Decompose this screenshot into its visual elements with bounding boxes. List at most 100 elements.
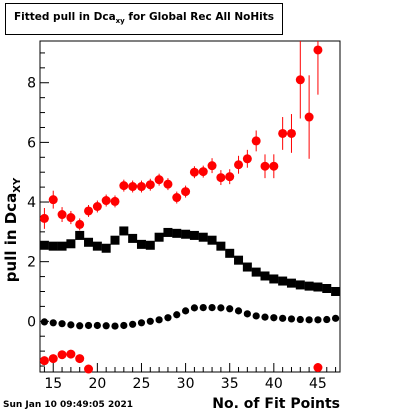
data-point-circle [93,321,101,330]
data-point-circle [119,181,129,191]
data-point-circle [296,315,304,324]
data-point-square [119,226,129,236]
data-point-square [207,235,217,245]
data-point-circle [208,303,216,312]
data-point-square [225,248,235,258]
data-point-circle [49,319,57,327]
data-point-circle [314,316,322,324]
data-point-circle [163,179,173,189]
data-point-circle [102,322,110,330]
data-point-circle [66,213,76,223]
data-point-circle [128,182,138,192]
data-point-circle [295,75,305,85]
data-point-square [128,233,138,243]
x-tick-label: 40 [265,376,283,392]
data-point-circle [198,167,208,177]
data-point-circle [304,112,314,122]
data-point-circle [279,314,287,322]
data-point-circle [172,193,182,203]
data-point-circle [66,349,76,359]
data-point-circle [129,320,137,328]
y-tick-label: 6 [27,135,36,151]
data-point-square [57,241,67,251]
y-tick-label: 0 [27,314,36,330]
x-axis-label: No. of Fit Points [212,396,340,412]
data-point-square [110,235,120,245]
x-tick-label: 20 [88,376,106,392]
data-point-square [234,255,244,265]
data-point-circle [84,321,93,330]
data-point-circle [251,136,261,146]
data-point-square [163,227,173,237]
data-point-square [322,284,332,294]
data-point-circle [48,354,58,364]
data-point-circle [243,310,251,318]
data-point-circle [270,314,278,322]
data-point-square [39,240,49,250]
data-point-circle [145,180,155,190]
data-point-circle [155,316,163,324]
data-point-square [181,229,191,239]
y-tick-label: 2 [27,255,36,271]
data-point-circle [92,202,102,211]
data-point-square [84,237,94,247]
data-point-circle [181,187,191,197]
data-point-square [242,262,252,272]
title-box: Fitted pull in Dcaxy for Global Rec All … [5,3,283,35]
data-point-circle [111,322,119,330]
data-point-circle [313,45,323,55]
data-point-square [198,232,208,242]
data-point-circle [84,206,94,216]
data-point-circle [252,312,260,320]
data-point-square [278,276,288,286]
data-point-square [189,230,199,240]
data-point-circle [75,219,85,229]
data-point-square [269,274,279,284]
data-point-circle [234,307,243,315]
data-point-square [313,282,323,292]
data-point-circle [260,161,270,171]
data-point-circle [305,316,313,324]
data-point-square [136,239,146,249]
data-point-circle [58,320,66,328]
data-point-square [92,241,102,251]
x-tick-label: 15 [44,376,62,392]
data-point-circle [57,350,67,360]
data-point-circle [323,315,331,324]
data-point-circle [207,161,217,171]
data-point-circle [286,128,296,138]
x-tick-label: 25 [133,376,151,392]
data-point-circle [217,304,225,312]
data-point-square [216,241,226,251]
data-point-circle [216,173,226,183]
chart-title: Fitted pull in Dcaxy for Global Rec All … [13,11,275,26]
data-point-circle [67,321,75,329]
data-point-square [145,240,155,250]
data-point-square [331,286,341,296]
x-tick-label: 30 [177,376,195,392]
data-point-circle [173,311,181,319]
x-tick-label: 35 [221,376,239,392]
data-point-circle [164,314,172,322]
data-point-circle [136,182,146,192]
data-point-circle [39,213,49,223]
data-point-circle [278,128,288,138]
data-point-square [295,280,305,290]
data-point-circle [242,154,252,164]
timestamp: Sun Jan 10 09:49:05 2021 [3,400,134,410]
data-point-circle [76,322,84,330]
data-point-circle [101,196,111,206]
data-point-square [172,228,182,238]
data-point-circle [75,354,85,364]
data-point-square [66,239,76,249]
data-point-square [286,278,296,288]
data-point-circle [120,321,128,330]
data-point-circle [234,160,244,170]
data-point-circle [199,303,207,312]
data-point-circle [287,315,296,323]
data-point-circle [261,313,269,321]
data-point-circle [40,318,49,326]
data-point-circle [154,175,164,185]
data-point-circle [313,363,323,373]
